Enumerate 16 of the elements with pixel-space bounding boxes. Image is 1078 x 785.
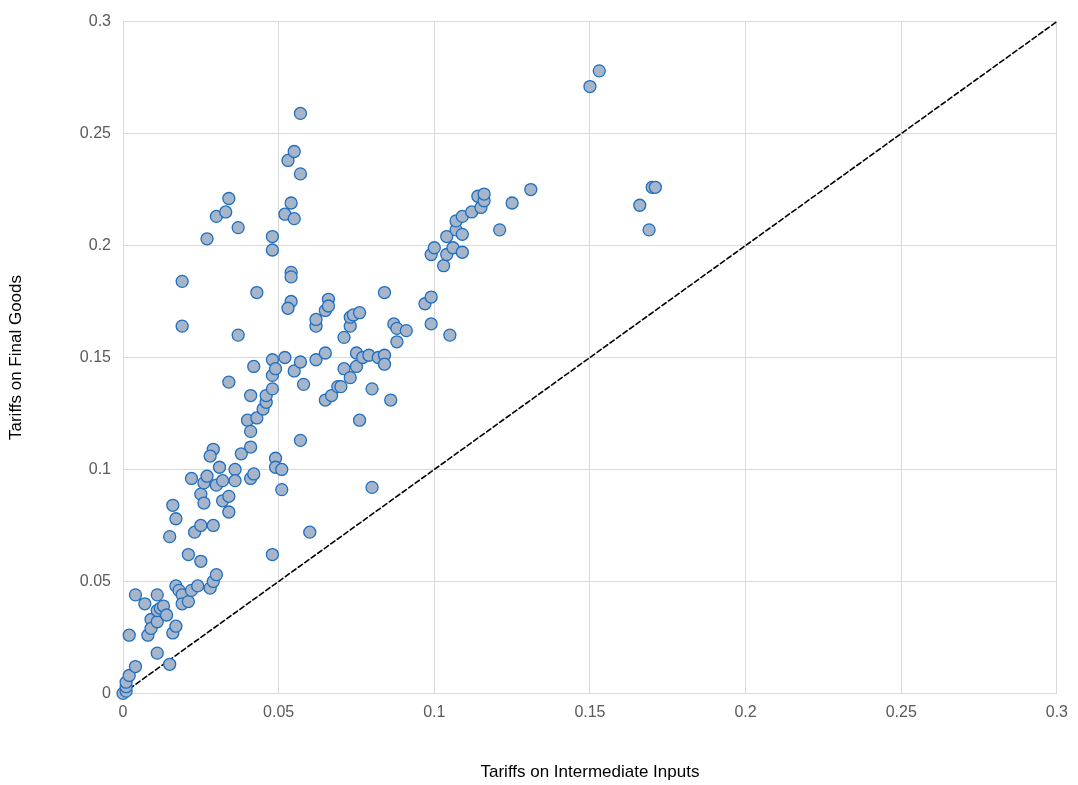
y-axis-title: Tariffs on Final Goods: [5, 274, 25, 441]
x-tick-label: 0: [118, 703, 128, 721]
y-tick-label: 0.2: [88, 235, 112, 253]
x-tick-label: 0.2: [734, 703, 757, 721]
x-axis-title: Tariffs on Intermediate Inputs: [480, 762, 700, 782]
y-tick-label: 0.15: [79, 347, 112, 365]
y-tick-label: 0.25: [79, 123, 112, 141]
y-tick-label: 0: [102, 683, 112, 701]
x-tick-label: 0.3: [1045, 703, 1069, 721]
x-tick-label: 0.05: [263, 703, 295, 721]
y-tick-label: 0.3: [88, 12, 112, 30]
y-tick-label: 0.05: [79, 571, 112, 589]
y-tick-label: 0.1: [88, 459, 112, 477]
x-tick-label: 0.1: [423, 703, 446, 721]
x-tick-label: 0.15: [574, 703, 606, 721]
x-tick-label: 0.25: [885, 703, 917, 721]
